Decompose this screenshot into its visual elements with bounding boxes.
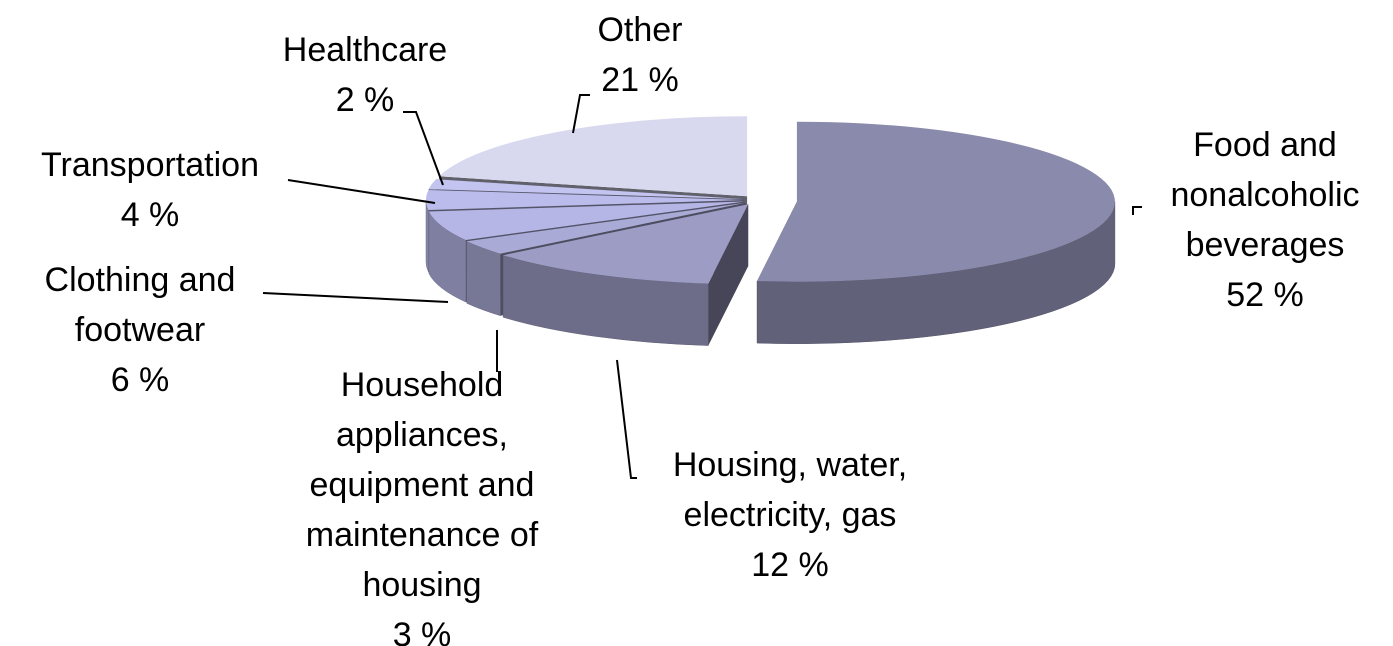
leader-line [1132,206,1142,215]
leader-line [616,359,637,479]
slice [428,179,745,200]
category-label: Other [597,11,683,49]
category-label: Healthcare [282,31,448,69]
slice [757,121,1115,282]
value-label: 2 % [335,81,395,119]
value-label: 3 % [392,616,452,646]
slice-label: Food and nonalcoholic beverages 52 % [1140,120,1390,320]
value-label: 21 % [601,61,679,99]
slice [439,116,748,197]
category-label: Transportation [41,146,259,184]
leader-line [403,111,444,186]
slice-label: Transportation 4 % [0,140,300,240]
value-label: 4 % [120,196,180,234]
leader-line [262,292,449,303]
leader-line [287,179,436,204]
category-label: Housing, water, electricity, gas [672,446,908,534]
slice-label: Housing, water, electricity, gas 12 % [625,440,955,590]
value-label: 6 % [110,361,170,399]
category-label: Food and nonalcoholic beverages [1170,126,1360,264]
category-label: Household appliances, equipment and main… [305,366,539,604]
slice-label: Healthcare 2 % [230,25,500,125]
slice [466,202,746,254]
slice-label: Other 21 % [540,5,740,105]
slice-side [425,199,429,273]
category-label: Clothing and footwear [44,261,236,349]
slice-side [466,240,501,317]
slice [503,204,749,284]
value-label: 52 % [1226,276,1304,314]
slice [428,201,745,241]
slice-label: Clothing and footwear 6 % [15,255,265,405]
slice-label: Household appliances, equipment and main… [272,360,572,646]
leader-line [572,94,590,134]
slices [425,116,1116,346]
value-label: 12 % [751,546,829,584]
slice [425,189,744,211]
slice-side [428,211,466,303]
